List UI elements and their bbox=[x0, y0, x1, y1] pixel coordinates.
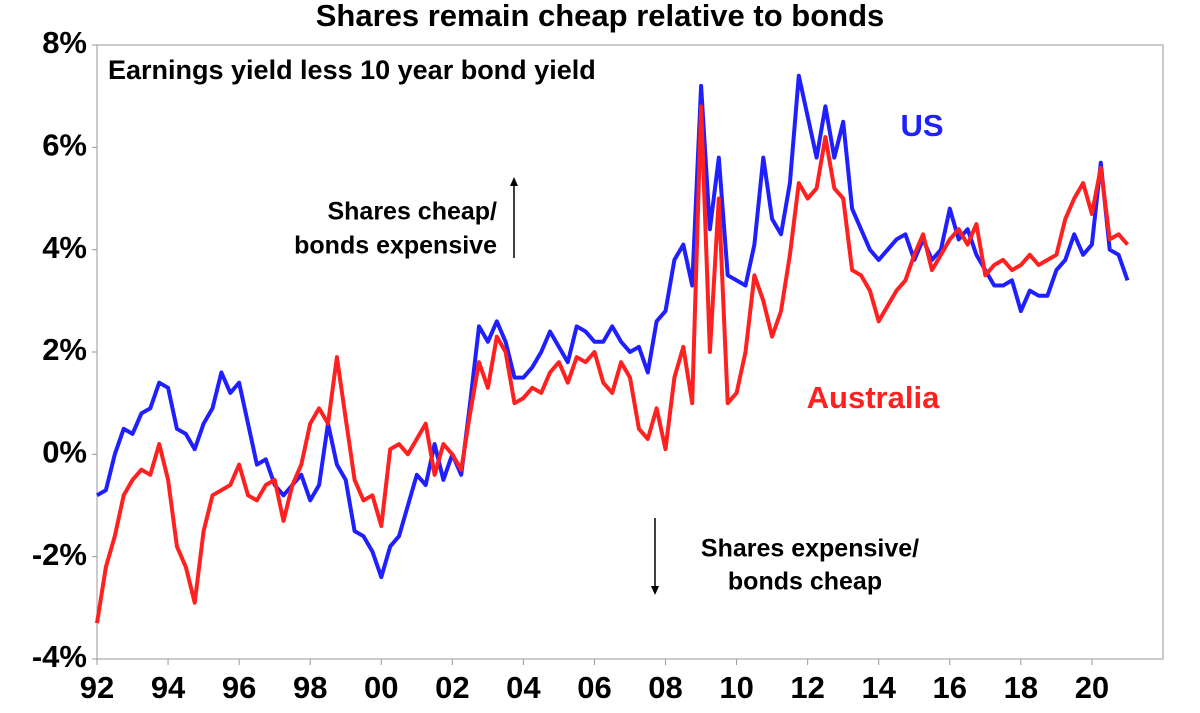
x-tick-label: 06 bbox=[577, 670, 611, 705]
chart-title: Shares remain cheap relative to bonds bbox=[316, 0, 885, 33]
series-label: US bbox=[900, 108, 943, 143]
y-tick-label: 8% bbox=[42, 25, 87, 60]
series-line bbox=[96, 73, 1130, 580]
y-tick-label: 2% bbox=[42, 332, 87, 367]
x-tick-label: 92 bbox=[80, 670, 114, 705]
x-tick-label: 08 bbox=[648, 670, 682, 705]
x-tick-label: 02 bbox=[435, 670, 469, 705]
y-tick-label: 6% bbox=[42, 128, 87, 163]
x-tick-label: 16 bbox=[933, 670, 967, 705]
x-tick-label: 00 bbox=[364, 670, 398, 705]
y-tick-label: 4% bbox=[42, 230, 87, 265]
x-tick-label: 20 bbox=[1075, 670, 1109, 705]
chart-subtitle: Earnings yield less 10 year bond yield bbox=[108, 55, 596, 85]
annotation: bonds expensive bbox=[294, 232, 497, 260]
x-tick-label: 04 bbox=[506, 670, 541, 705]
x-tick-label: 96 bbox=[222, 670, 256, 705]
y-tick-label: -4% bbox=[32, 639, 87, 674]
x-tick-label: 14 bbox=[861, 670, 896, 705]
series-line bbox=[95, 104, 1130, 624]
x-tick-label: 10 bbox=[719, 670, 753, 705]
arrow-down bbox=[651, 518, 659, 595]
x-tick-label: 12 bbox=[790, 670, 824, 705]
annotation: bonds cheap bbox=[728, 568, 882, 596]
annotation: Shares cheap/ bbox=[327, 198, 497, 226]
x-tick-label: 98 bbox=[293, 670, 327, 705]
x-tick-label: 18 bbox=[1004, 670, 1038, 705]
series-label: Australia bbox=[807, 380, 940, 415]
y-tick-label: -2% bbox=[32, 537, 87, 572]
y-tick-label: 0% bbox=[42, 435, 87, 470]
arrow-up bbox=[510, 177, 518, 258]
annotation: Shares expensive/ bbox=[701, 535, 919, 563]
x-tick-label: 94 bbox=[151, 670, 186, 705]
